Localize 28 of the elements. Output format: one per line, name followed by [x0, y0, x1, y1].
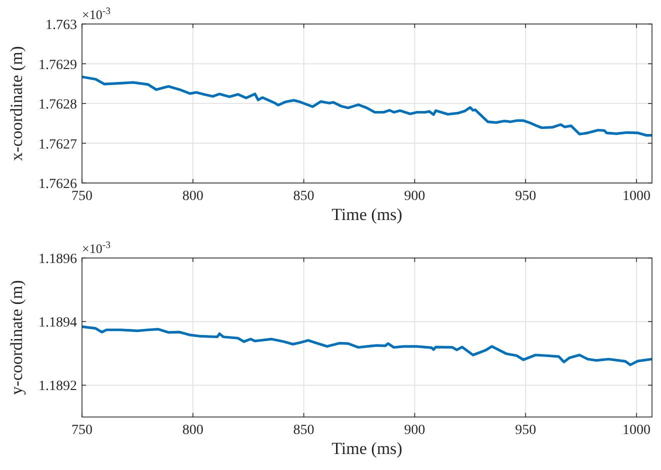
y-tick-label: 1.7628	[38, 98, 77, 112]
x-tick-label: 850	[293, 423, 314, 438]
y-axis-title: y-coordinate (m)	[7, 280, 26, 395]
y-axis-title: x-coordinate (m)	[7, 46, 26, 161]
x-axis-title: Time (ms)	[332, 439, 402, 458]
x-tick-label: 900	[404, 189, 426, 204]
x-tick-label: 900	[404, 423, 426, 438]
text: ×10$^{-3}$	[82, 240, 111, 256]
y-tick-label: 1.763	[46, 18, 77, 33]
y-tick-label: 1.7626	[38, 177, 77, 192]
x-tick-label: 800	[182, 423, 204, 438]
y-tick-label: 1.7627	[38, 137, 77, 152]
x-tick-label: 1000	[622, 423, 650, 438]
x-tick-label: 850	[293, 189, 314, 204]
x-axis-title: Time (ms)	[332, 205, 402, 224]
y-tick-label: 1.1894	[38, 316, 77, 331]
y-tick-label: 1.7629	[38, 58, 77, 73]
x-tick-label: 950	[515, 423, 536, 438]
text: ×10$^{-3}$	[82, 6, 111, 22]
line-series	[82, 325, 652, 366]
x-tick-label: 750	[72, 189, 92, 204]
y-tick-label: 1.1892	[38, 379, 77, 394]
x-tick-label: 1000	[622, 189, 650, 204]
line-series	[82, 76, 652, 137]
y-tick-label: 1.1896	[38, 252, 77, 267]
x-tick-label: 800	[182, 189, 204, 204]
x-tick-label: 750	[72, 423, 92, 438]
x-tick-label: 950	[515, 189, 536, 204]
